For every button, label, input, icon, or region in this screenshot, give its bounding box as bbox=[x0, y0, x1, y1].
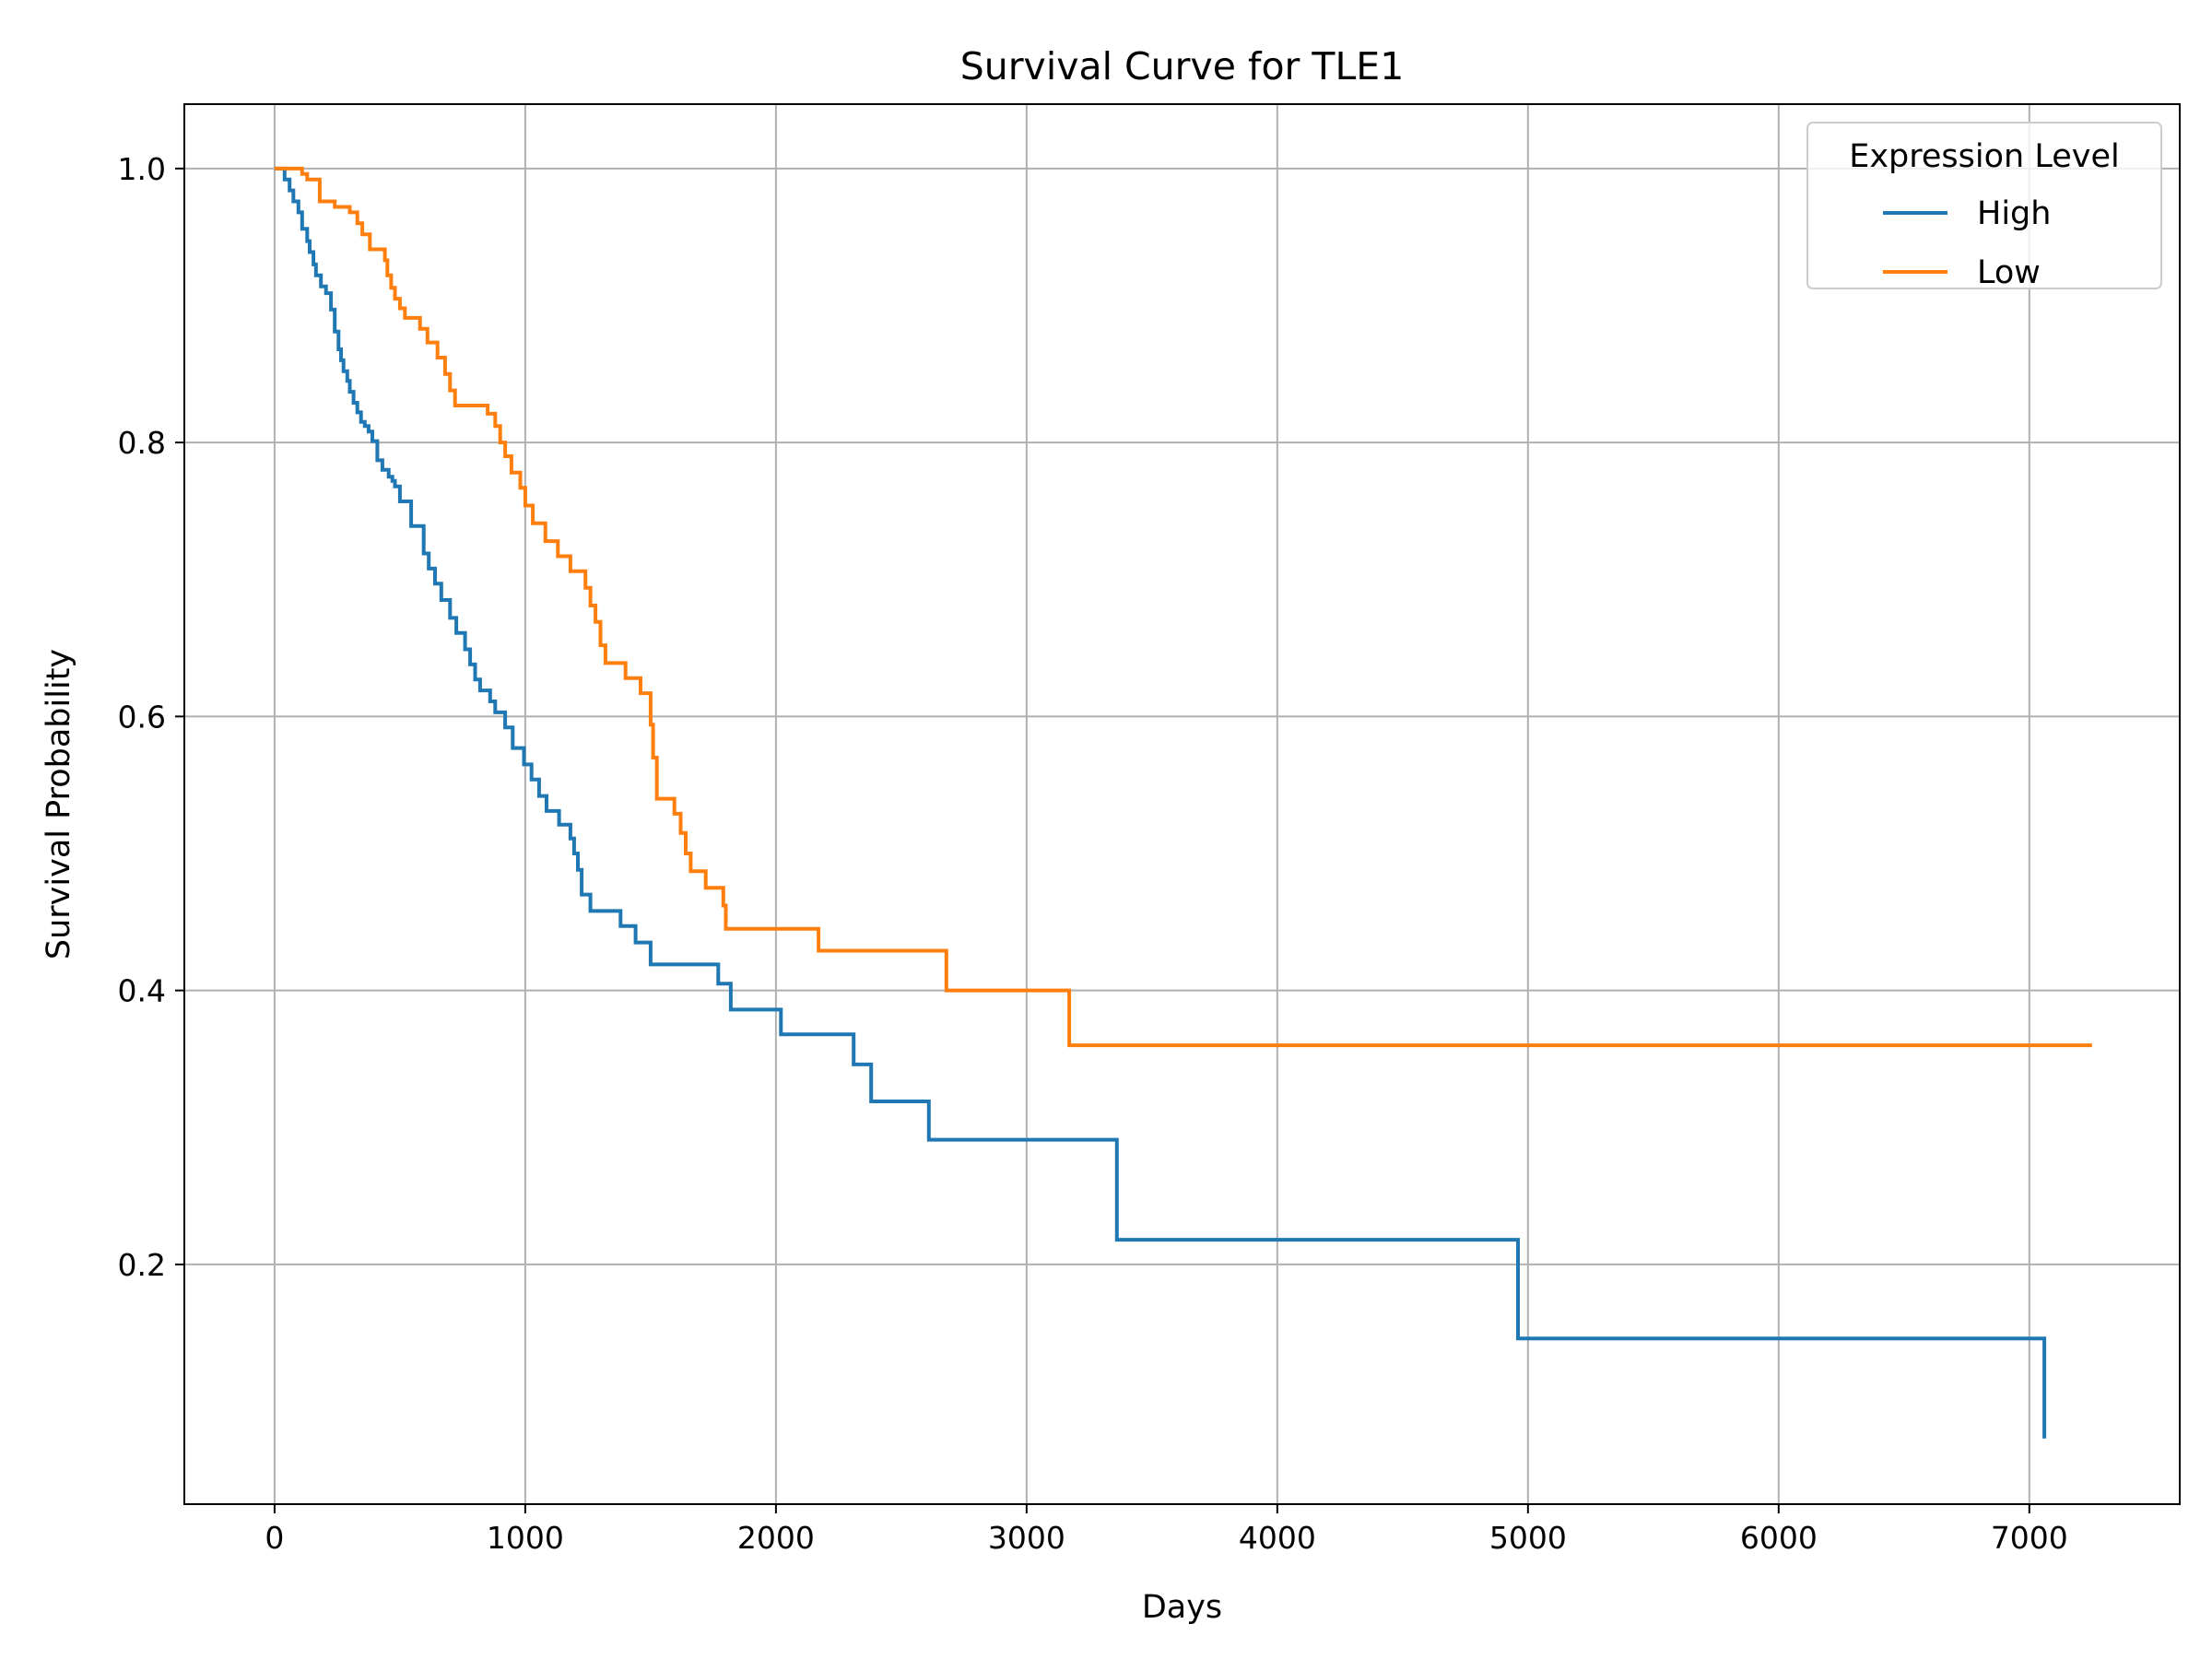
x-tick-label: 0 bbox=[265, 1520, 284, 1556]
y-axis: 0.2 0.4 0.6 0.8 1.0 bbox=[118, 151, 184, 1283]
x-tick-label: 4000 bbox=[1239, 1520, 1316, 1556]
y-tick-label: 0.6 bbox=[118, 699, 166, 735]
legend-label-low: Low bbox=[1977, 254, 2041, 291]
x-tick-label: 6000 bbox=[1740, 1520, 1818, 1556]
series-line-low bbox=[274, 166, 2092, 1048]
legend-label-high: High bbox=[1977, 195, 2051, 232]
plot-frame bbox=[183, 103, 2181, 1505]
legend-box bbox=[1806, 122, 2162, 289]
legend: Expression Level High Low bbox=[1806, 122, 2162, 291]
x-tick-label: 5000 bbox=[1489, 1520, 1567, 1556]
series-line-high bbox=[274, 166, 2047, 1439]
chart-title: Survival Curve for TLE1 bbox=[960, 44, 1405, 88]
series-layer bbox=[274, 166, 2092, 1439]
x-tick-label: 3000 bbox=[988, 1520, 1065, 1556]
x-tick-label: 7000 bbox=[1991, 1520, 2068, 1556]
legend-entries: High Low bbox=[1883, 195, 2051, 291]
grid bbox=[184, 104, 2180, 1504]
y-tick-label: 1.0 bbox=[118, 151, 166, 187]
legend-title: Expression Level bbox=[1849, 138, 2120, 175]
y-tick-label: 0.4 bbox=[118, 973, 166, 1009]
x-tick-label: 2000 bbox=[737, 1520, 815, 1556]
y-tick-label: 0.2 bbox=[118, 1247, 166, 1283]
y-tick-label: 0.8 bbox=[118, 425, 166, 461]
x-axis: 0 1000 2000 3000 4000 5000 6000 7000 bbox=[265, 1504, 2068, 1556]
x-axis-label: Days bbox=[1142, 1589, 1222, 1626]
x-tick-label: 1000 bbox=[487, 1520, 564, 1556]
y-axis-label: Survival Probability bbox=[41, 649, 77, 959]
